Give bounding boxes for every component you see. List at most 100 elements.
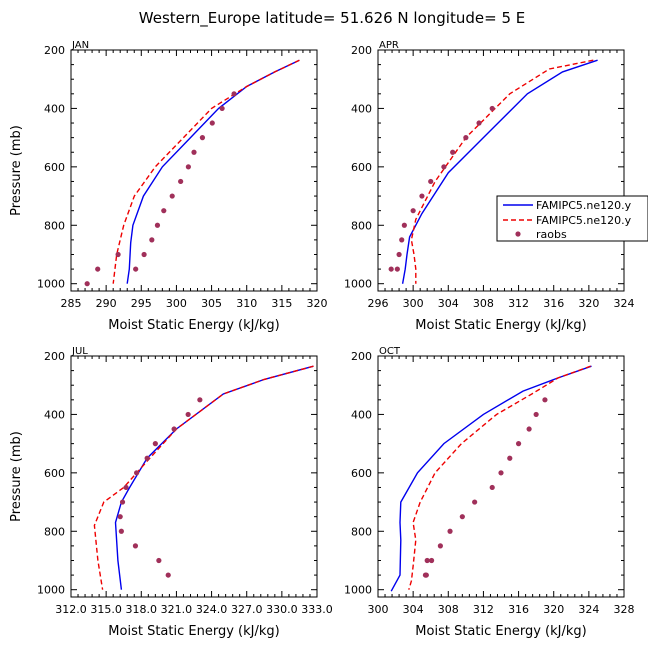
y-tick-label: 200: [44, 44, 65, 57]
x-tick-label: 327.0: [231, 603, 263, 616]
y-tick-label: 400: [351, 408, 372, 421]
obs-point: [463, 135, 469, 141]
plot-frame: [377, 355, 625, 598]
legend-label-model1: FAMIPC5.ne120.y: [536, 199, 632, 212]
series-line-model1: [126, 59, 300, 284]
obs-point: [437, 543, 443, 549]
obs-point: [185, 411, 191, 418]
x-tick-label: 320: [543, 603, 564, 616]
obs-point: [410, 208, 416, 214]
obs-point: [197, 397, 203, 403]
obs-point: [185, 164, 191, 170]
y-tick-label: 1000: [344, 584, 372, 597]
obs-point: [156, 557, 162, 564]
obs-point: [219, 105, 225, 112]
x-tick-label: 305: [201, 297, 222, 310]
x-tick-label: 315.0: [90, 603, 122, 616]
x-tick-label: 316: [508, 603, 529, 616]
x-tick-label: 324.0: [196, 603, 228, 616]
obs-point: [149, 237, 155, 243]
y-tick-label: 800: [44, 525, 65, 538]
x-tick-label: 290: [96, 297, 117, 310]
y-tick-label: 400: [44, 408, 65, 421]
obs-point: [134, 470, 140, 476]
series-line-model2: [93, 365, 314, 590]
obs-point: [423, 572, 429, 578]
obs-point: [472, 499, 478, 505]
y-tick-label: 600: [44, 161, 65, 174]
obs-point: [428, 178, 434, 185]
x-tick-label: 300: [368, 603, 389, 616]
obs-point: [161, 208, 167, 214]
panel-jan: 285 290 295 300 305 310 315 320 200 400 600 800 1000…: [9, 40, 328, 333]
panel-label: OCT: [379, 346, 401, 357]
x-tick-label: 324: [578, 603, 599, 616]
y-tick-label: 600: [44, 467, 65, 480]
obs-point: [119, 499, 126, 505]
obs-point: [169, 193, 175, 199]
x-tick-label: 308: [438, 603, 459, 616]
x-tick-label: 321.0: [161, 603, 193, 616]
obs-point: [84, 281, 90, 287]
obs-point: [401, 222, 407, 228]
x-tick-label: 333.0: [301, 603, 333, 616]
series-line-model1: [390, 365, 592, 592]
obs-point: [141, 251, 147, 258]
x-tick-label: 300: [166, 297, 187, 310]
obs-point: [399, 237, 405, 243]
y-tick-label: 200: [351, 350, 372, 363]
panel-oct: 300 304 308 312 316 320 324 328 200 400 600 800 1000…: [344, 346, 635, 639]
plot-frame: [377, 49, 625, 292]
obs-point: [115, 251, 121, 258]
panel-apr: 296 300 304 308 312 316 320 324 200 400 600 800 1000…: [344, 40, 635, 333]
obs-point: [450, 149, 456, 155]
panel-jul: 312.0 315.0 318.0 321.0 324.0 327.0 330.0 333.0…: [9, 346, 333, 639]
legend-box: [496, 195, 648, 242]
panel-label: JUL: [71, 346, 88, 357]
obs-point: [542, 397, 548, 403]
x-tick-label: 330.0: [266, 603, 298, 616]
x-tick-label: 304: [403, 603, 424, 616]
y-tick-label: 800: [351, 525, 372, 538]
obs-point: [388, 266, 394, 272]
x-tick-label: 312: [473, 603, 494, 616]
y-tick-label: 800: [44, 219, 65, 232]
obs-point: [424, 557, 430, 564]
y-tick-label: 800: [351, 219, 372, 232]
series-line-model2: [410, 59, 594, 284]
obs-point: [95, 266, 101, 272]
figure-title: Western_Europe latitude= 51.626 N longit…: [139, 9, 525, 28]
series-line-model2: [408, 365, 591, 590]
obs-point: [191, 149, 197, 155]
plot-frame: [70, 355, 318, 598]
y-tick-label: 600: [351, 161, 372, 174]
obs-point: [154, 222, 161, 228]
y-tick-label: 200: [351, 44, 372, 57]
obs-point: [133, 266, 139, 272]
x-tick-label: 308: [473, 297, 494, 310]
obs-point: [118, 528, 124, 534]
obs-point: [533, 411, 539, 418]
y-tick-label: 200: [44, 350, 65, 363]
obs-point: [498, 470, 504, 476]
obs-point: [489, 105, 495, 112]
y-tick-label: 1000: [37, 278, 65, 291]
obs-point: [447, 528, 453, 534]
obs-point: [396, 251, 402, 258]
x-tick-label: 328: [614, 603, 635, 616]
obs-point: [441, 164, 447, 170]
legend: FAMIPC5.ne120.y FAMIPC5.ne120.y raobs: [496, 195, 648, 242]
obs-point: [171, 426, 177, 432]
obs-point: [489, 484, 495, 491]
obs-point: [123, 484, 129, 491]
series-line-model2: [112, 59, 300, 284]
y-axis-label: Pressure (mb): [9, 431, 24, 522]
obs-point: [209, 120, 215, 126]
legend-label-model2: FAMIPC5.ne120.y: [536, 214, 632, 227]
x-tick-label: 296: [368, 297, 389, 310]
x-tick-label: 300: [403, 297, 424, 310]
x-tick-label: 285: [61, 297, 82, 310]
obs-point: [165, 572, 171, 578]
x-tick-label: 310: [236, 297, 257, 310]
x-axis-label: Moist Static Energy (kJ/kg): [108, 624, 279, 639]
